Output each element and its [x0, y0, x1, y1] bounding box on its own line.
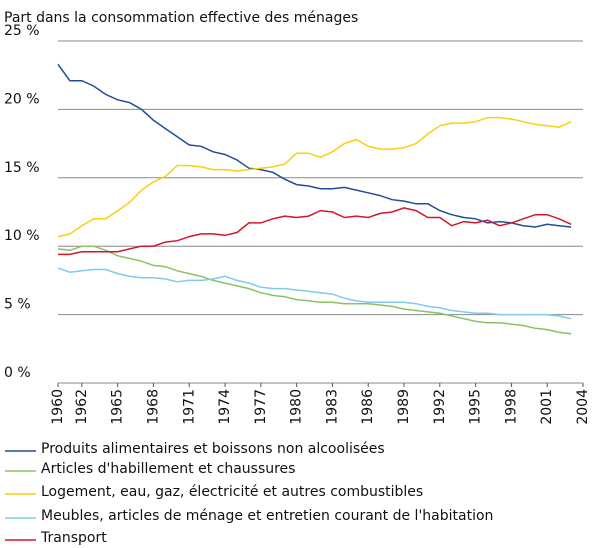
x-tick-label: 1968 [145, 389, 161, 425]
series-line [57, 267, 572, 320]
y-tick-label: 15 % [4, 160, 40, 176]
x-tick-label: 1983 [324, 389, 340, 425]
legend-label: Articles d'habillement et chaussures [41, 461, 295, 477]
x-tick-label: 1998 [503, 389, 519, 425]
x-tick-label: 1977 [253, 389, 269, 425]
legend-label: Transport [40, 530, 107, 546]
series-line [57, 245, 572, 335]
legend-label: Logement, eau, gaz, électricité et autre… [41, 484, 423, 500]
y-tick-label: 20 % [4, 91, 40, 107]
legend-label: Produits alimentaires et boissons non al… [41, 441, 385, 457]
series-line [57, 116, 572, 238]
x-tick-label: 1965 [110, 389, 126, 425]
x-tick-label: 2004 [575, 389, 591, 425]
y-tick-label: 10 % [4, 228, 40, 244]
series-line [57, 63, 572, 228]
x-tick-label: 2001 [539, 389, 555, 425]
x-tick-label: 1980 [289, 389, 305, 425]
chart-title: Part dans la consommation effective des … [4, 10, 358, 26]
x-tick-label: 1989 [396, 389, 412, 425]
x-tick-label: 1971 [181, 389, 197, 425]
x-tick-label: 1962 [74, 389, 90, 425]
x-tick-label: 1974 [217, 389, 233, 425]
y-tick-label: 5 % [4, 297, 31, 313]
x-tick-label: 1960 [50, 389, 66, 425]
series-line [58, 207, 572, 256]
y-tick-label: 25 % [4, 23, 40, 39]
legend-label: Meubles, articles de ménage et entretien… [41, 508, 493, 524]
x-tick-label: 1995 [468, 389, 484, 425]
x-tick-label: 1986 [360, 389, 376, 425]
y-tick-label: 0 % [4, 365, 31, 381]
x-tick-label: 1992 [432, 389, 448, 425]
